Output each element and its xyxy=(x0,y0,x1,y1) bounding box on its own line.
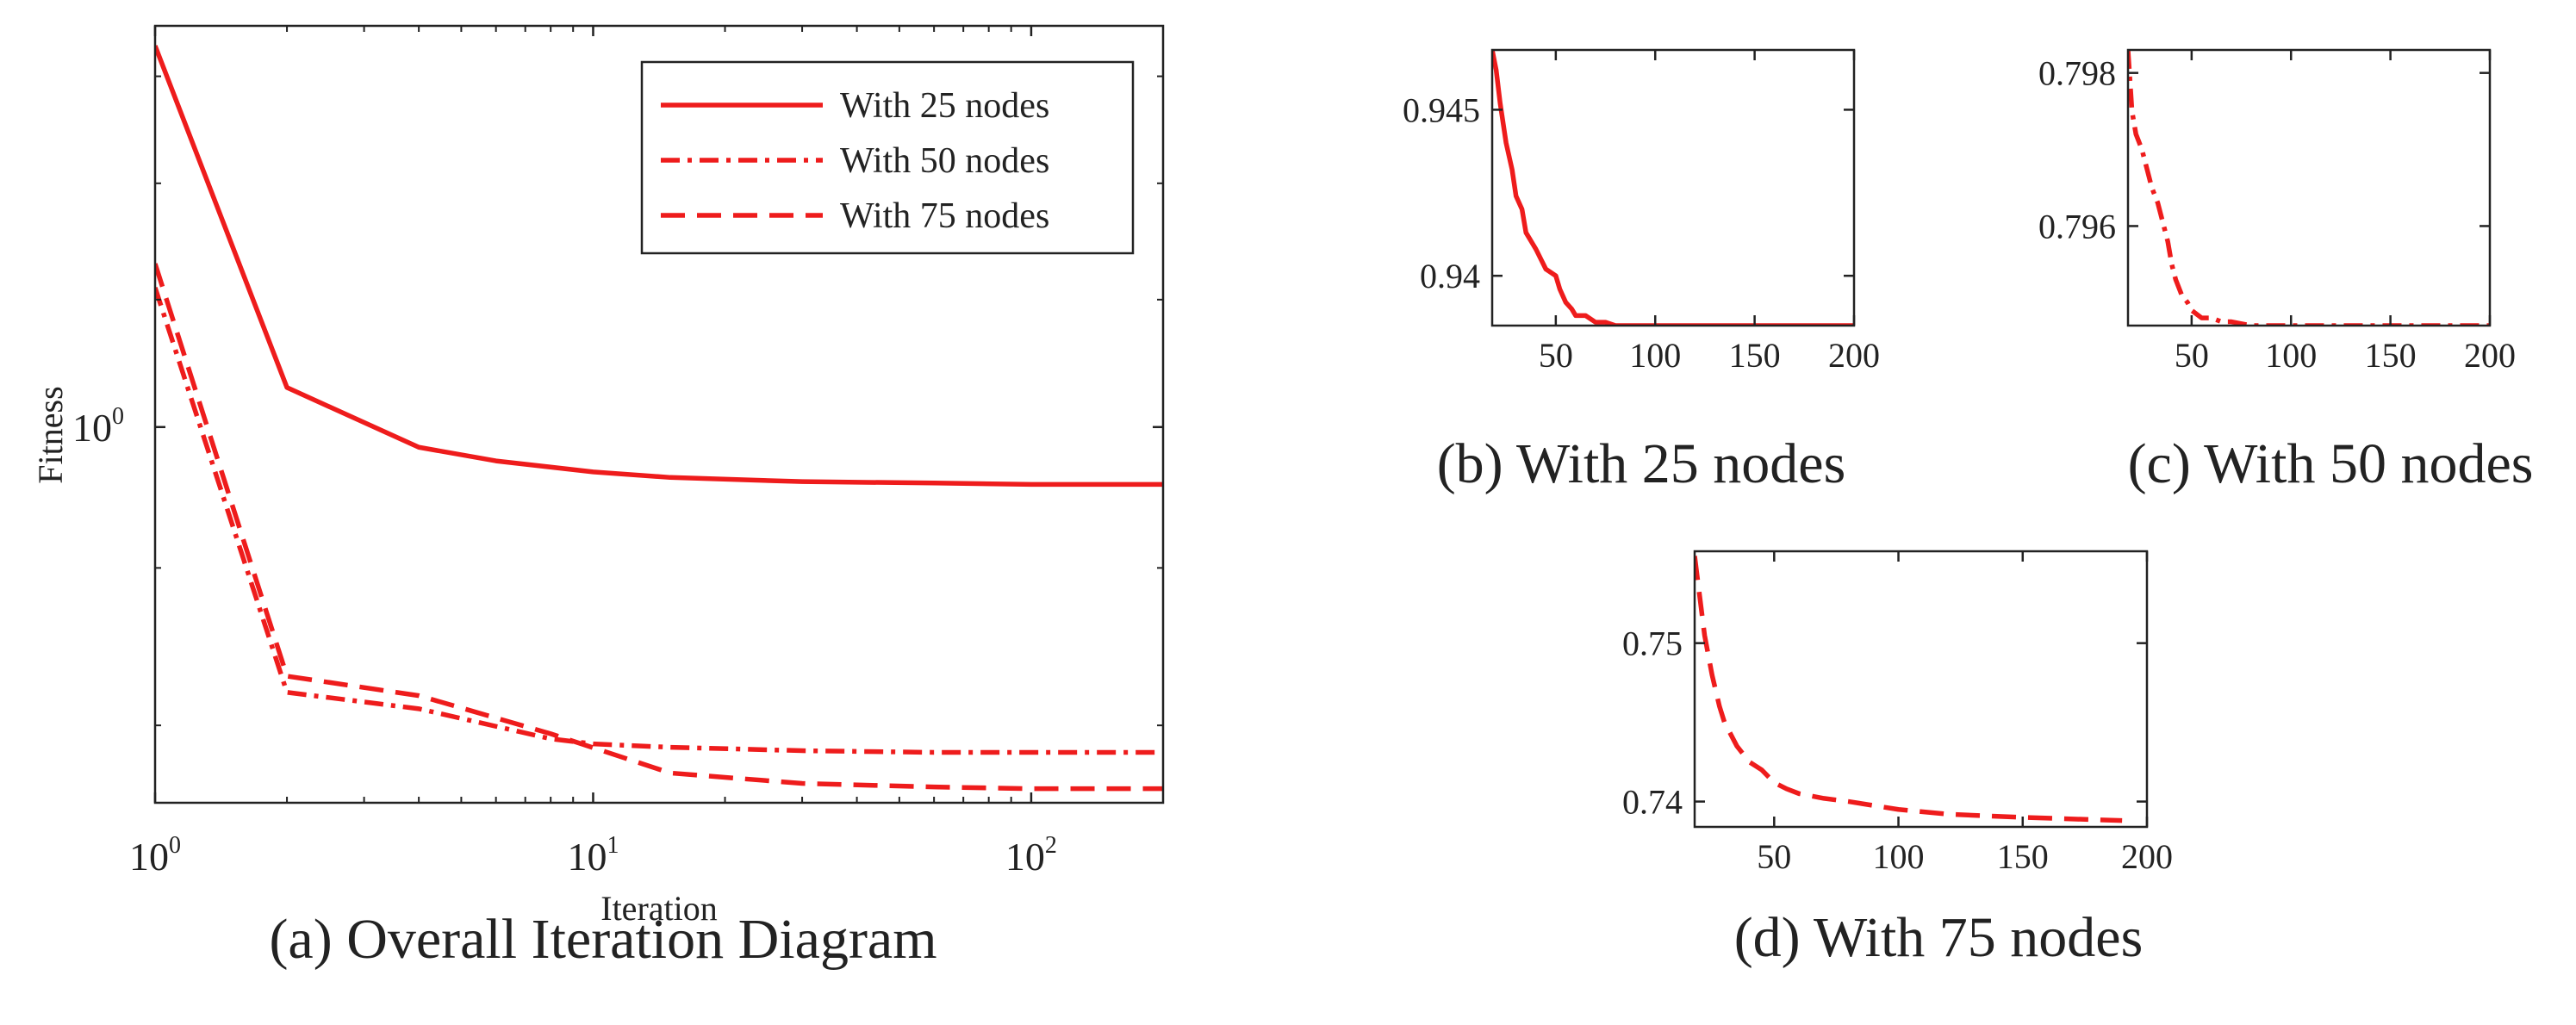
x-tick-label: 150 xyxy=(1997,837,2049,876)
y-tick-label: 0.74 xyxy=(1622,783,1683,822)
panel-caption: (c) With 50 nodes xyxy=(2128,432,2534,495)
panel-d: 50 100 150 200 0.74 0.75 (d) With 75 nodes xyxy=(1622,550,2173,969)
panel-a: 100 101 102 100 Iteration Fitness With 25 node… xyxy=(31,24,1165,971)
y-tick-label: 100 xyxy=(72,403,124,450)
y-tick-label: 0.94 xyxy=(1420,257,1480,295)
legend-entry-label: With 75 nodes xyxy=(840,196,1049,236)
x-tick-label: 200 xyxy=(1828,336,1880,375)
series-line-with-50-nodes xyxy=(2128,50,2490,326)
series-line-with-25-nodes xyxy=(155,45,1163,488)
y-tick-label: 0.75 xyxy=(1622,624,1683,663)
series-line-with-75-nodes xyxy=(1695,556,2123,823)
x-tick-label: 50 xyxy=(1757,837,1791,876)
x-axis-label: Iteration xyxy=(600,889,718,928)
y-axis-label: Fitness xyxy=(31,386,70,483)
legend-box xyxy=(640,60,1135,255)
axes-frame xyxy=(1490,48,1856,327)
legend-entry-label: With 25 nodes xyxy=(840,86,1049,126)
series-line-with-50-nodes xyxy=(155,286,1163,755)
x-tick-label: 50 xyxy=(1539,336,1573,375)
x-tick-label: 50 xyxy=(2175,336,2209,375)
legend-entry-label: With 50 nodes xyxy=(840,141,1049,181)
axes-frame xyxy=(153,24,1165,804)
x-tick-label: 100 xyxy=(129,832,181,879)
y-tick-label: 0.796 xyxy=(2038,207,2116,245)
axes-frame xyxy=(1693,550,2149,829)
panel-caption: (d) With 75 nodes xyxy=(1734,906,2144,969)
series-line-with-25-nodes xyxy=(1492,50,1854,326)
panel-b: 50 100 150 200 0.94 0.945 (b) With 25 nodes xyxy=(1403,48,1880,495)
y-tick-label: 0.798 xyxy=(2038,54,2116,93)
x-tick-label: 200 xyxy=(2464,336,2516,375)
x-tick-label: 150 xyxy=(2365,336,2417,375)
x-tick-label: 100 xyxy=(1629,336,1681,375)
x-tick-label: 102 xyxy=(1005,832,1057,879)
x-tick-label: 200 xyxy=(2121,837,2173,876)
x-tick-label: 150 xyxy=(1729,336,1781,375)
y-tick-label: 0.945 xyxy=(1403,90,1480,129)
panel-caption: (a) Overall Iteration Diagram xyxy=(269,908,936,971)
x-tick-label: 100 xyxy=(2265,336,2317,375)
legend: With 25 nodes With 50 nodes With 75 nodes xyxy=(640,60,1135,255)
x-tick-label: 100 xyxy=(1873,837,1925,876)
axes-frame xyxy=(2126,48,2492,327)
x-tick-label: 101 xyxy=(567,832,619,879)
panel-c: 50 100 150 200 0.796 0.798 (c) With 50 nodes xyxy=(2038,48,2534,495)
panel-caption: (b) With 25 nodes xyxy=(1437,432,1846,495)
series-line-with-75-nodes xyxy=(155,263,1163,792)
